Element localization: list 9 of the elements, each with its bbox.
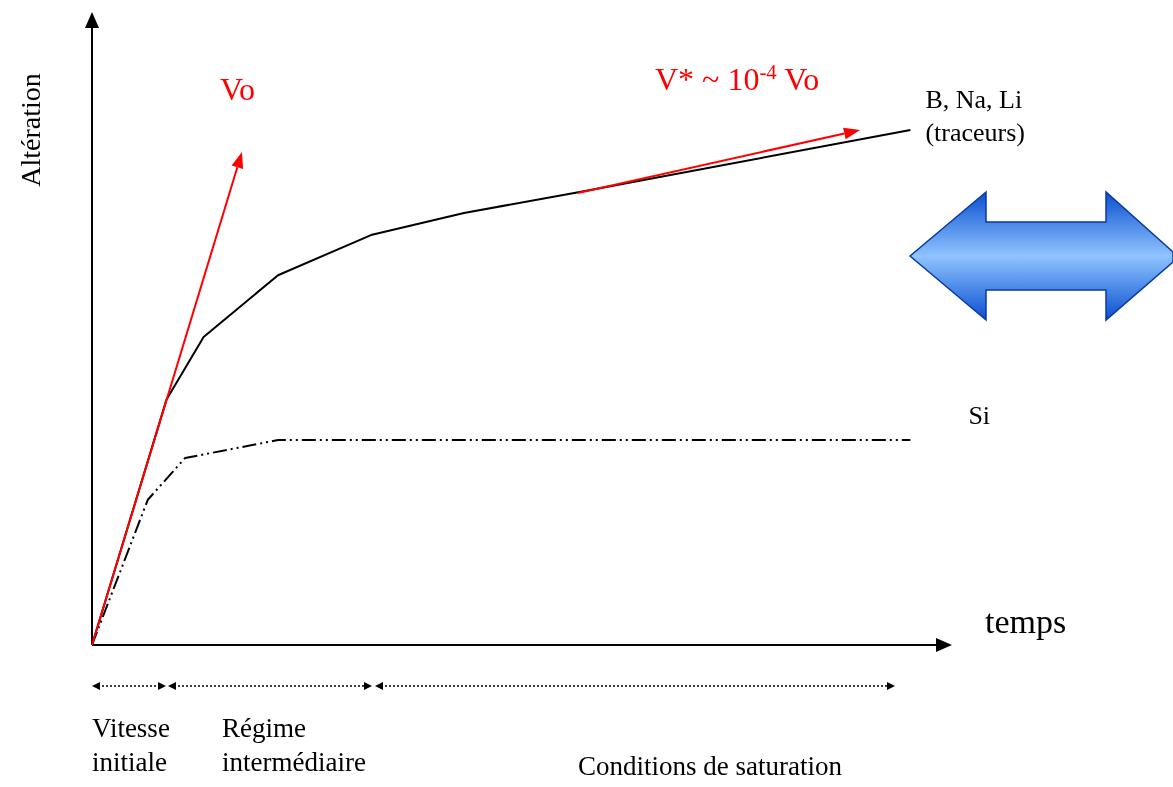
text: Vo (220, 71, 255, 107)
y-axis-title: Altération (15, 73, 46, 187)
text: Si (968, 401, 991, 431)
x-axis-title: temps (985, 603, 1067, 640)
text: V* ~ 10$^{-4}$ Vo (655, 59, 820, 97)
series-label: B, Na, Li (traceurs) (925, 85, 1026, 147)
text: Conditions de saturation (578, 751, 843, 781)
text: Régime intermédiaire (222, 713, 366, 777)
text: Vitesse initiale (92, 713, 170, 777)
